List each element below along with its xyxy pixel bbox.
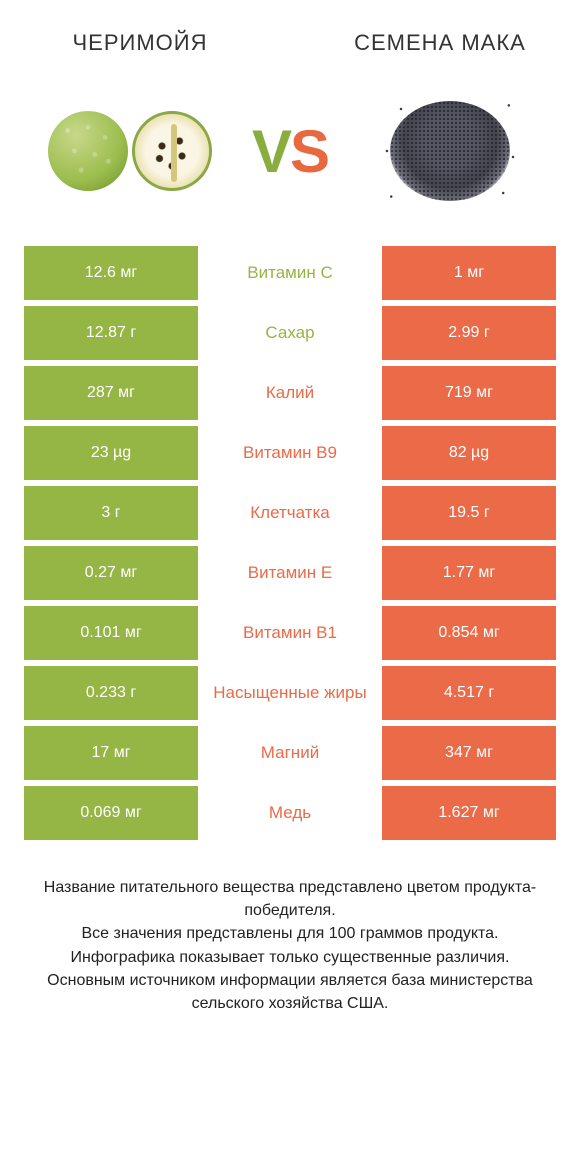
value-left: 3 г bbox=[24, 486, 204, 540]
value-left: 17 мг bbox=[24, 726, 204, 780]
value-right: 4.517 г bbox=[376, 666, 556, 720]
cherimoya-half-icon bbox=[132, 111, 212, 191]
footer-line: Инфографика показывает только существенн… bbox=[36, 946, 544, 969]
header: ЧЕРИМОЙЯ СЕМЕНА МАКА bbox=[0, 0, 580, 66]
nutrient-label: Насыщенные жиры bbox=[204, 666, 376, 720]
footer-line: Все значения представлены для 100 граммо… bbox=[36, 922, 544, 945]
value-left: 23 µg bbox=[24, 426, 204, 480]
vs-label: VS bbox=[252, 117, 328, 186]
nutrient-label: Медь bbox=[204, 786, 376, 840]
value-left: 12.87 г bbox=[24, 306, 204, 360]
value-right: 347 мг bbox=[376, 726, 556, 780]
table-row: 17 мгМагний347 мг bbox=[24, 726, 556, 780]
vs-s: S bbox=[290, 118, 328, 185]
images-row: VS bbox=[0, 66, 580, 246]
value-right: 82 µg bbox=[376, 426, 556, 480]
value-right: 1.77 мг bbox=[376, 546, 556, 600]
value-right: 2.99 г bbox=[376, 306, 556, 360]
value-left: 0.069 мг bbox=[24, 786, 204, 840]
title-right: СЕМЕНА МАКА bbox=[340, 30, 540, 56]
value-right: 19.5 г bbox=[376, 486, 556, 540]
nutrient-label: Витамин E bbox=[204, 546, 376, 600]
vs-v: V bbox=[252, 118, 290, 185]
table-row: 0.27 мгВитамин E1.77 мг bbox=[24, 546, 556, 600]
nutrient-label: Магний bbox=[204, 726, 376, 780]
value-left: 0.101 мг bbox=[24, 606, 204, 660]
table-row: 0.233 гНасыщенные жиры4.517 г bbox=[24, 666, 556, 720]
table-row: 287 мгКалий719 мг bbox=[24, 366, 556, 420]
table-row: 3 гКлетчатка19.5 г bbox=[24, 486, 556, 540]
footer-notes: Название питательного вещества представл… bbox=[0, 846, 580, 1015]
nutrient-label: Сахар bbox=[204, 306, 376, 360]
footer-line: Название питательного вещества представл… bbox=[36, 876, 544, 922]
nutrient-label: Витамин B9 bbox=[204, 426, 376, 480]
value-left: 0.233 г bbox=[24, 666, 204, 720]
value-left: 287 мг bbox=[24, 366, 204, 420]
value-left: 12.6 мг bbox=[24, 246, 204, 300]
table-row: 12.6 мгВитамин C1 мг bbox=[24, 246, 556, 300]
value-left: 0.27 мг bbox=[24, 546, 204, 600]
poppy-scatter-icon bbox=[380, 91, 520, 211]
value-right: 719 мг bbox=[376, 366, 556, 420]
table-row: 0.069 мгМедь1.627 мг bbox=[24, 786, 556, 840]
title-left: ЧЕРИМОЙЯ bbox=[40, 30, 240, 56]
nutrient-label: Витамин B1 bbox=[204, 606, 376, 660]
value-right: 1 мг bbox=[376, 246, 556, 300]
footer-line: Основным источником информации является … bbox=[36, 969, 544, 1015]
nutrient-label: Калий bbox=[204, 366, 376, 420]
table-row: 0.101 мгВитамин B10.854 мг bbox=[24, 606, 556, 660]
comparison-table: 12.6 мгВитамин C1 мг 12.87 гСахар2.99 г 28… bbox=[0, 246, 580, 840]
nutrient-label: Клетчатка bbox=[204, 486, 376, 540]
nutrient-label: Витамин C bbox=[204, 246, 376, 300]
table-row: 23 µgВитамин B982 µg bbox=[24, 426, 556, 480]
poppy-image bbox=[360, 86, 540, 216]
value-right: 1.627 мг bbox=[376, 786, 556, 840]
cherimoya-whole-icon bbox=[48, 111, 128, 191]
table-row: 12.87 гСахар2.99 г bbox=[24, 306, 556, 360]
cherimoya-image bbox=[40, 86, 220, 216]
value-right: 0.854 мг bbox=[376, 606, 556, 660]
